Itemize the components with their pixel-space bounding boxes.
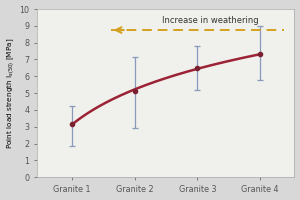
Y-axis label: Point load strength I$_{s(50)}$ [MPa]: Point load strength I$_{s(50)}$ [MPa] <box>6 37 16 149</box>
Text: Increase in weathering: Increase in weathering <box>161 16 258 25</box>
